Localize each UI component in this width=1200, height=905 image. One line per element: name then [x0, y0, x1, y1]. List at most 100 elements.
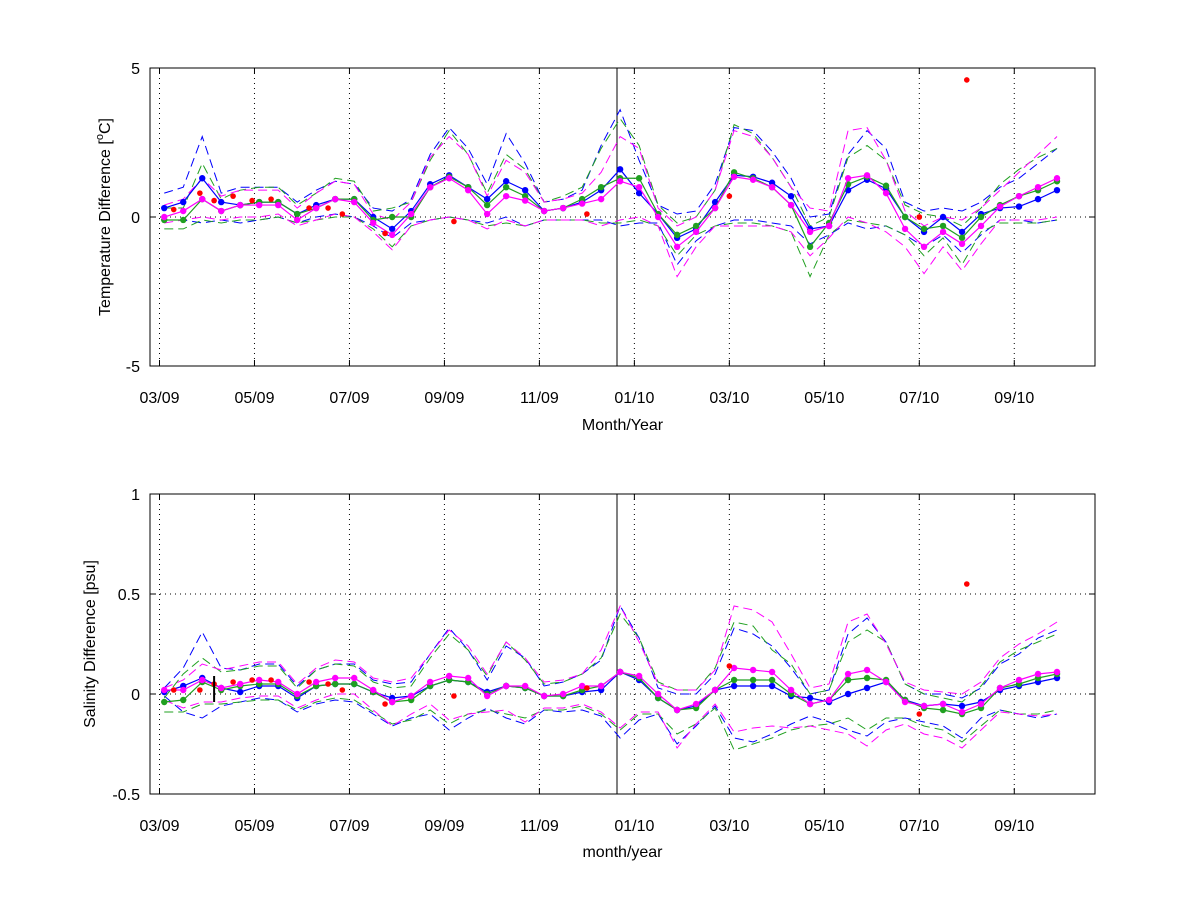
green-point [180, 216, 187, 224]
magenta-point [768, 668, 776, 676]
red-point [339, 687, 346, 693]
magenta-point [483, 692, 491, 700]
magenta-point [483, 210, 491, 218]
y-tick-label: 0 [131, 687, 140, 704]
x-tick-label: 07/10 [899, 390, 939, 407]
x-tick-label: 09/09 [424, 818, 464, 835]
blue-point [711, 198, 719, 206]
magenta-point [350, 198, 358, 206]
magenta-point [597, 195, 605, 203]
magenta-point [218, 684, 225, 692]
magenta-series-line [164, 667, 1058, 713]
magenta-point [806, 228, 814, 236]
y-tick-label: -5 [126, 359, 140, 376]
magenta-point [559, 690, 567, 698]
magenta-point [1034, 184, 1042, 191]
magenta-point [559, 204, 567, 212]
green-point [920, 225, 928, 233]
blue-point [958, 702, 966, 710]
x-tick-label: 05/09 [234, 390, 274, 407]
blue-point [958, 228, 966, 236]
y-axis-label: Salinity Difference [psu] [82, 560, 99, 728]
magenta-point [578, 682, 586, 690]
red-point [170, 687, 177, 693]
magenta-point [673, 706, 681, 714]
magenta-point [768, 184, 776, 191]
red-point [339, 211, 346, 217]
blue-envelope-upper [164, 108, 1058, 218]
magenta-point [388, 698, 396, 706]
blue-point [768, 179, 776, 186]
magenta-point [350, 674, 358, 682]
green-envelope-upper [164, 117, 1058, 227]
magenta-point [237, 680, 244, 688]
blue-point [806, 694, 814, 702]
magenta-point [199, 676, 206, 684]
green-point [939, 222, 947, 230]
red-point [211, 197, 217, 204]
x-tick-label: 09/09 [424, 390, 464, 407]
green-point [483, 201, 491, 209]
red-point [249, 197, 255, 204]
magenta-point [426, 678, 434, 686]
magenta-point [920, 243, 928, 250]
x-tick-label: 09/10 [994, 818, 1034, 835]
magenta-point [844, 670, 852, 678]
blue-point [180, 198, 187, 206]
green-point [768, 676, 776, 684]
red-point [451, 218, 457, 225]
x-tick-label: 03/10 [709, 390, 749, 407]
magenta-point [692, 700, 700, 708]
magenta-point [388, 231, 396, 239]
magenta-point [199, 195, 206, 203]
x-tick-label: 01/10 [614, 818, 654, 835]
green-point [806, 243, 814, 250]
green-point [635, 175, 643, 182]
magenta-point [161, 686, 168, 694]
x-tick-label: 05/10 [804, 390, 844, 407]
blue-point [521, 186, 529, 194]
green-point [958, 234, 966, 242]
y-tick-label: 0.5 [118, 587, 140, 604]
blue-point [388, 225, 396, 233]
red-point [170, 206, 177, 213]
magenta-point [1015, 676, 1023, 684]
red-point [963, 581, 970, 587]
x-tick-label: 01/10 [614, 390, 654, 407]
green-point [350, 680, 358, 688]
blue-point [730, 682, 738, 690]
magenta-point [407, 692, 415, 700]
magenta-point [275, 678, 282, 686]
blue-envelope-upper [163, 604, 1058, 699]
magenta-point [977, 222, 985, 230]
y-tick-label: 5 [131, 61, 140, 78]
magenta-point [958, 240, 966, 248]
magenta-point [730, 173, 738, 180]
magenta-point [369, 219, 377, 227]
red-point [197, 687, 203, 693]
green-point [882, 182, 890, 189]
magenta-envelope-lower [164, 213, 1058, 278]
magenta-point [654, 213, 662, 221]
magenta-point [654, 690, 662, 698]
magenta-point [540, 207, 548, 215]
green-point [388, 213, 396, 221]
magenta-point [275, 201, 282, 209]
magenta-point [825, 222, 833, 230]
magenta-point [502, 682, 510, 690]
green-point [597, 184, 605, 191]
magenta-point [256, 676, 263, 684]
red-point [584, 211, 590, 217]
magenta-point [787, 201, 795, 209]
magenta-point [635, 184, 643, 191]
magenta-point [635, 672, 643, 680]
red-point [306, 205, 312, 211]
magenta-point [313, 204, 320, 212]
green-point [332, 680, 339, 688]
magenta-point [464, 674, 472, 682]
blue-envelope-lower [163, 695, 1058, 745]
red-point [249, 677, 255, 683]
magenta-point [1034, 670, 1042, 678]
magenta-point [863, 666, 871, 674]
x-tick-label: 03/09 [139, 818, 179, 835]
